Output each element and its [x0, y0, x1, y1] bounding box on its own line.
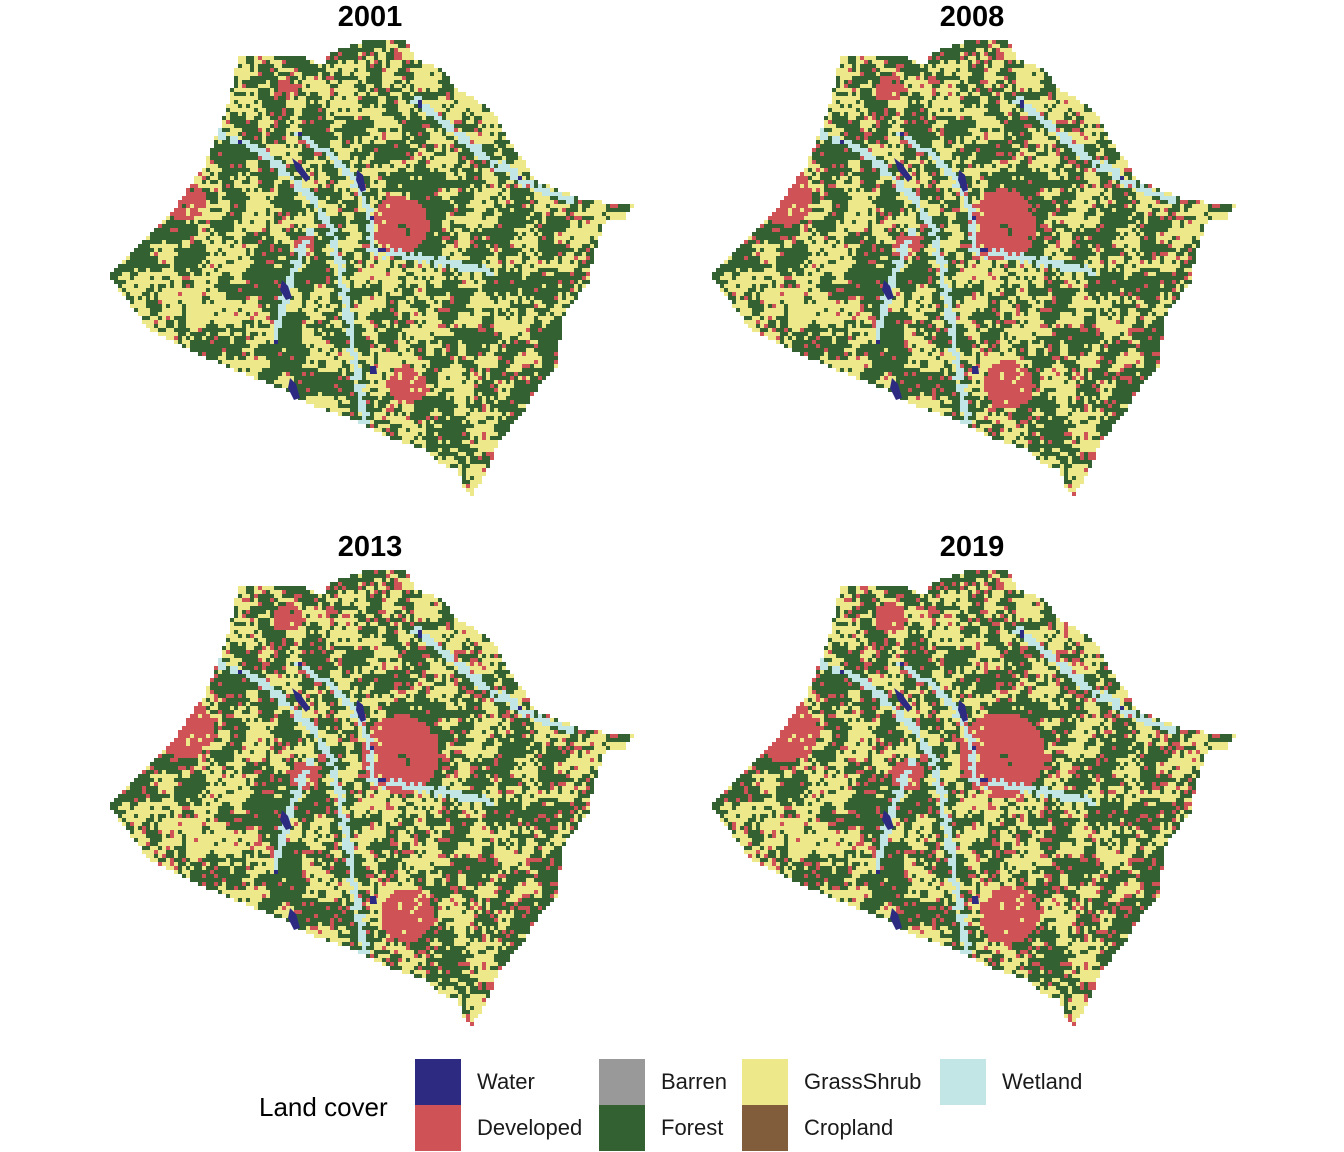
legend-key-wetland: [940, 1059, 986, 1105]
legend-key-barren: [599, 1059, 645, 1105]
water-body: [958, 700, 968, 722]
water-body: [280, 810, 292, 830]
map-panel-3: 2013: [70, 530, 670, 1030]
panel-title: 2019: [672, 530, 1272, 564]
water-body: [288, 908, 300, 930]
legend-label-barren: Barren: [661, 1059, 727, 1105]
map-panel-1: 2001: [70, 0, 670, 500]
panel-title: 2008: [672, 0, 1272, 34]
land-cover-map: [712, 40, 1236, 496]
water-body: [894, 688, 912, 712]
water-body: [288, 378, 300, 400]
water-body: [972, 896, 979, 904]
legend-key-cropland: [742, 1105, 788, 1151]
legend-key-forest: [599, 1105, 645, 1151]
map-panel-2: 2008: [672, 0, 1272, 500]
water-body: [890, 378, 902, 400]
legend-label-wetland: Wetland: [1002, 1059, 1082, 1105]
legend-label-forest: Forest: [661, 1105, 723, 1151]
land-cover-map: [110, 570, 634, 1026]
water-body: [882, 810, 894, 830]
legend-label-cropland: Cropland: [804, 1105, 893, 1151]
panel-title: 2013: [70, 530, 670, 564]
panel-title: 2001: [70, 0, 670, 34]
water-body: [972, 366, 979, 374]
legend-label-grassshrub: GrassShrub: [804, 1059, 921, 1105]
water-body: [894, 158, 912, 182]
water-body: [356, 170, 366, 192]
water-body: [356, 700, 366, 722]
land-cover-map: [110, 40, 634, 496]
water-body: [890, 908, 902, 930]
water-body: [292, 158, 310, 182]
legend-title: Land cover: [259, 1092, 388, 1123]
water-body: [292, 688, 310, 712]
water-body: [882, 280, 894, 300]
legend-key-grassshrub: [742, 1059, 788, 1105]
legend-label-water: Water: [477, 1059, 535, 1105]
water-body: [280, 280, 292, 300]
map-panel-4: 2019: [672, 530, 1272, 1030]
water-body: [958, 170, 968, 192]
legend-key-water: [415, 1059, 461, 1105]
water-body: [370, 896, 377, 904]
legend-label-developed: Developed: [477, 1105, 582, 1151]
legend-key-developed: [415, 1105, 461, 1151]
water-body: [370, 366, 377, 374]
land-cover-map: [712, 570, 1236, 1026]
